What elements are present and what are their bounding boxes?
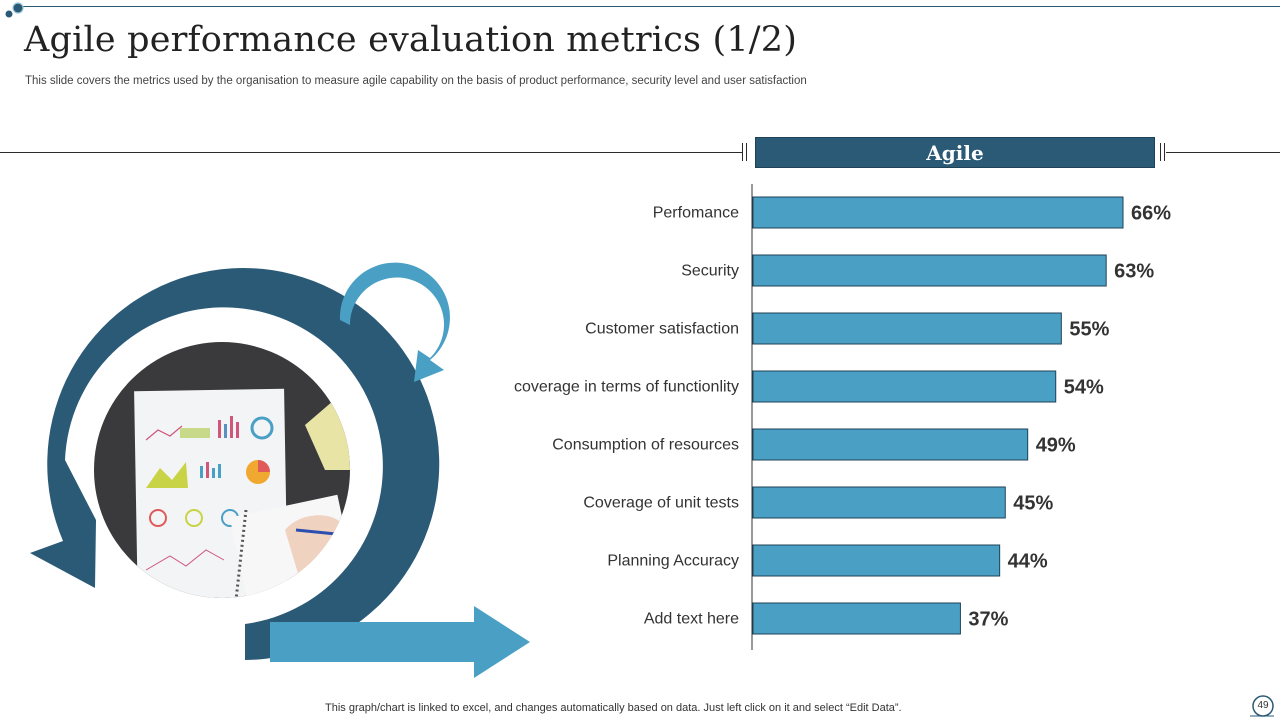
bar-7[interactable] bbox=[752, 602, 961, 635]
category-label: Security bbox=[681, 263, 739, 280]
data-label: 66% bbox=[1131, 203, 1171, 225]
category-label: Customer satisfaction bbox=[585, 321, 739, 338]
header-rule-right bbox=[1166, 152, 1280, 153]
data-label: 37% bbox=[968, 609, 1008, 631]
bar-1[interactable] bbox=[752, 254, 1107, 287]
header-tick bbox=[1160, 143, 1161, 161]
category-label: Coverage of unit tests bbox=[583, 495, 739, 512]
bar-2[interactable] bbox=[752, 312, 1062, 345]
page-badge-icon bbox=[1250, 695, 1274, 717]
top-rule bbox=[14, 6, 1280, 7]
category-label: Consumption of resources bbox=[552, 437, 739, 454]
analytics-photo bbox=[94, 342, 350, 598]
bar-6[interactable] bbox=[752, 544, 1001, 577]
data-label: 54% bbox=[1064, 377, 1104, 399]
page-number: 49 bbox=[1257, 700, 1269, 711]
bar-4[interactable] bbox=[752, 428, 1029, 461]
data-label: 63% bbox=[1114, 261, 1154, 283]
series-header: Agile bbox=[755, 137, 1155, 168]
light-curved-arrow bbox=[339, 262, 450, 382]
category-label: coverage in terms of functionlity bbox=[514, 379, 739, 396]
category-label: Add text here bbox=[644, 611, 739, 628]
bar-0[interactable] bbox=[752, 196, 1124, 229]
category-label: Planning Accuracy bbox=[607, 553, 739, 570]
header-tick bbox=[746, 143, 747, 161]
bar-3[interactable] bbox=[752, 370, 1057, 403]
category-label: Perfomance bbox=[653, 205, 739, 222]
bar-5[interactable] bbox=[752, 486, 1006, 519]
data-label: 55% bbox=[1069, 319, 1109, 341]
page-subtitle: This slide covers the metrics used by th… bbox=[25, 75, 807, 87]
header-tick bbox=[1164, 143, 1165, 161]
data-label: 49% bbox=[1036, 435, 1076, 457]
page-title: Agile performance evaluation metrics (1/… bbox=[24, 20, 798, 60]
light-straight-arrow bbox=[270, 606, 530, 678]
corner-dots-icon bbox=[5, 2, 24, 18]
header-rule-left bbox=[0, 152, 742, 153]
agile-cycle-illustration bbox=[30, 262, 530, 678]
header-tick bbox=[742, 143, 743, 161]
data-label: 44% bbox=[1008, 551, 1048, 573]
footer-note: This graph/chart is linked to excel, and… bbox=[325, 702, 902, 714]
data-label: 45% bbox=[1013, 493, 1053, 515]
